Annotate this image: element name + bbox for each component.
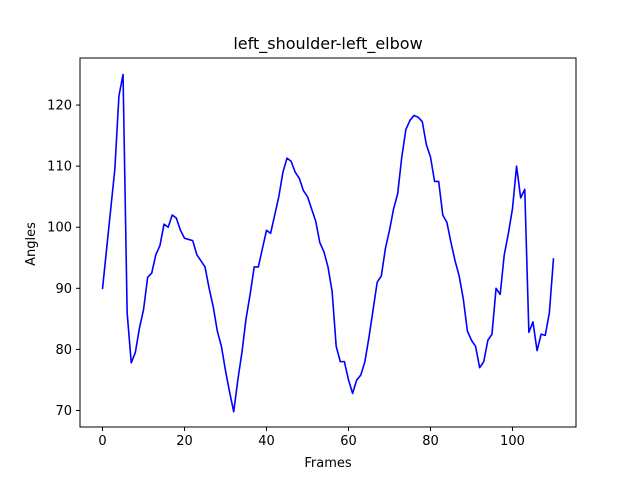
chart-title: left_shoulder-left_elbow [233,34,422,54]
axes-frame [79,57,577,428]
y-tick-label: 110 [47,160,72,175]
x-tick-label: 40 [258,434,275,449]
y-tick-label: 80 [55,343,72,358]
data-series-line [101,73,555,413]
y-axis-label: Angles [24,222,39,266]
y-tick-label: 120 [47,99,72,114]
x-tick-label: 20 [176,434,193,449]
plot-area: 0 20 40 60 80 100 70 80 90 100 110 120 [47,57,577,449]
y-tick-label: 100 [47,221,72,236]
y-tick-label: 90 [55,282,72,297]
x-tick-label: 100 [500,434,525,449]
y-tick-label: 70 [55,404,72,419]
x-tick-label: 60 [340,434,357,449]
x-axis-label: Frames [304,456,352,471]
x-tick-label: 80 [422,434,439,449]
x-tick-label: 0 [98,434,106,449]
